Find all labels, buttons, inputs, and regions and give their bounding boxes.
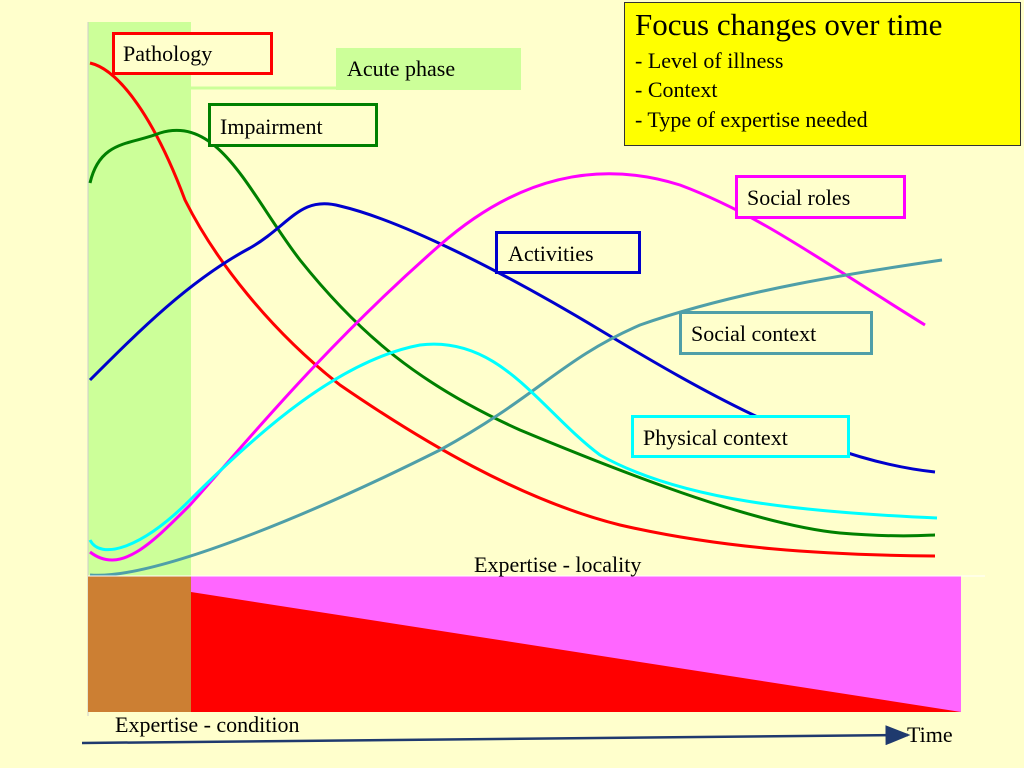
social-roles-curve (89, 172, 926, 562)
impairment-label: Impairment (208, 103, 378, 147)
focus-item-expertise: - Type of expertise needed (635, 106, 868, 132)
focus-box-title: Focus changes over time (635, 7, 943, 42)
impairment-curve (88, 129, 936, 538)
time-label: Time (907, 722, 953, 747)
pathology-curve (89, 61, 936, 558)
social-context-curve (89, 258, 943, 577)
focus-item-context: - Context (635, 77, 718, 103)
focus-item-illness: - Level of illness (635, 47, 784, 73)
physical-context-label: Physical context (631, 415, 850, 458)
expertise-condition-wedge (191, 592, 961, 712)
social-roles-label: Social roles (735, 175, 906, 219)
activities-label: Activities (495, 231, 641, 274)
expertise-locality-label: Expertise - locality (474, 552, 642, 577)
pathology-label: Pathology (112, 32, 273, 75)
physical-context-curve (88, 342, 938, 552)
social-context-label: Social context (679, 311, 873, 355)
expertise-overlap-block (88, 576, 191, 712)
acute-phase-label: Acute phase (336, 48, 521, 90)
activities-curve (88, 202, 936, 474)
focus-box: Focus changes over time - Level of illne… (624, 2, 1021, 146)
time-arrow (81, 725, 911, 746)
expertise-condition-label: Expertise - condition (115, 712, 300, 737)
